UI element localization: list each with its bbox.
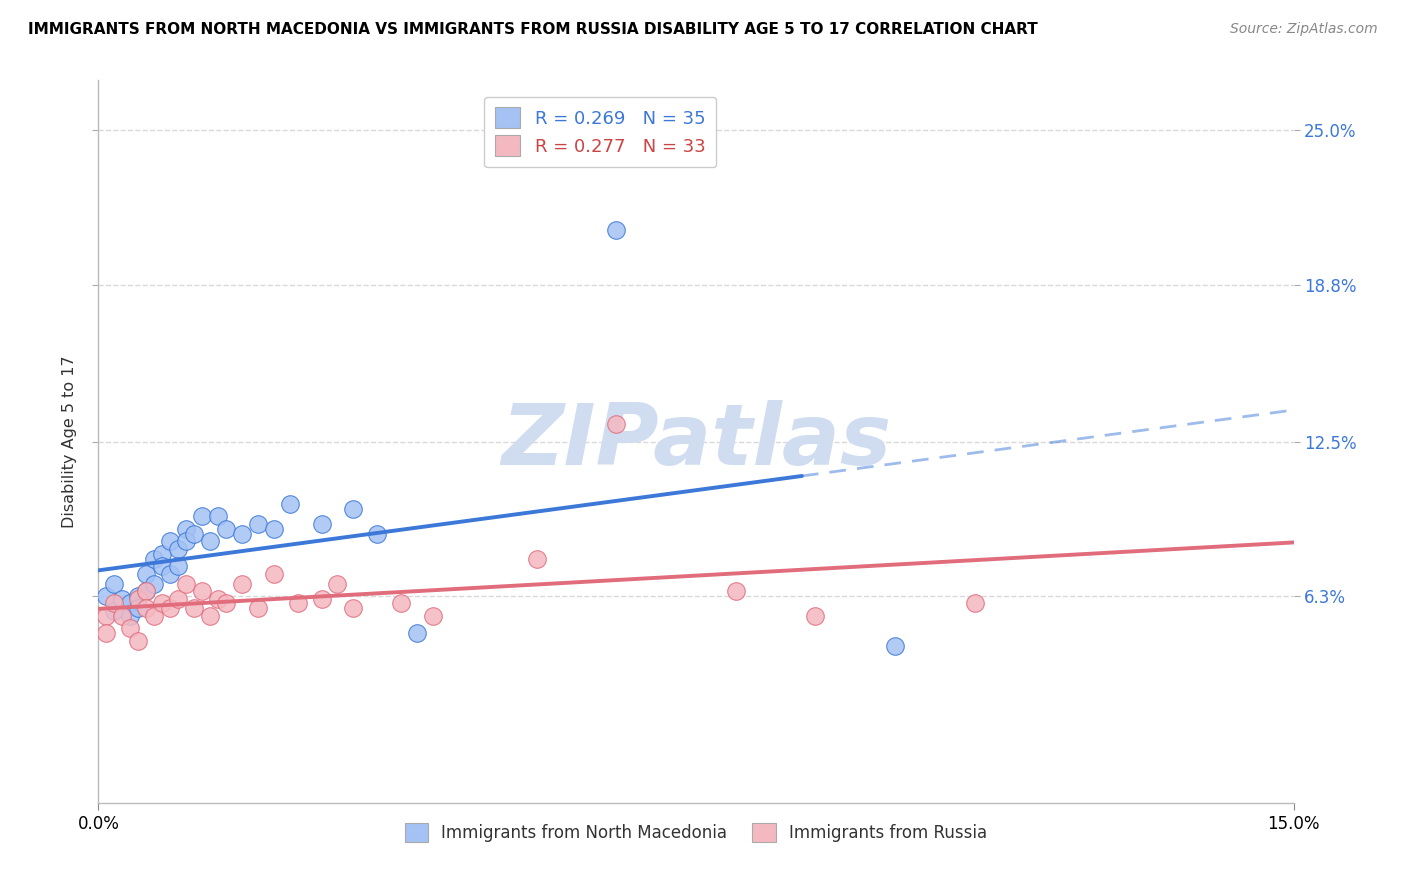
Point: [342, 601, 364, 615]
Point: [96, 589, 118, 603]
Point: [103, 576, 125, 591]
Point: [103, 597, 125, 611]
Point: [198, 609, 221, 624]
Legend: Immigrants from North Macedonia, Immigrants from Russia: Immigrants from North Macedonia, Immigra…: [398, 816, 994, 848]
Point: [311, 516, 333, 531]
Point: [311, 591, 333, 606]
Point: [231, 576, 253, 591]
Point: [127, 589, 149, 603]
Point: [159, 534, 181, 549]
Point: [159, 566, 181, 581]
Point: [526, 551, 548, 566]
Point: [183, 526, 205, 541]
Text: ZIPatlas: ZIPatlas: [501, 400, 891, 483]
Y-axis label: Disability Age 5 to 17: Disability Age 5 to 17: [62, 355, 77, 528]
Point: [191, 509, 214, 524]
Point: [804, 609, 827, 624]
Point: [150, 559, 173, 574]
Point: [174, 522, 197, 536]
Point: [150, 597, 173, 611]
Point: [135, 584, 157, 599]
Point: [246, 516, 269, 531]
Point: [963, 597, 986, 611]
Point: [724, 584, 747, 599]
Point: [191, 584, 214, 599]
Point: [167, 559, 190, 574]
Point: [150, 547, 173, 561]
Point: [135, 584, 157, 599]
Point: [143, 609, 166, 624]
Point: [215, 597, 238, 611]
Point: [120, 597, 142, 611]
Point: [215, 522, 238, 536]
Point: [366, 526, 388, 541]
Point: [167, 591, 190, 606]
Point: [96, 626, 118, 640]
Point: [231, 526, 253, 541]
Point: [103, 604, 125, 618]
Point: [111, 591, 134, 606]
Point: [207, 591, 229, 606]
Point: [263, 522, 285, 536]
Text: IMMIGRANTS FROM NORTH MACEDONIA VS IMMIGRANTS FROM RUSSIA DISABILITY AGE 5 TO 17: IMMIGRANTS FROM NORTH MACEDONIA VS IMMIG…: [28, 22, 1038, 37]
Point: [111, 609, 134, 624]
Point: [127, 633, 149, 648]
Point: [120, 621, 142, 635]
Point: [183, 601, 205, 615]
Point: [326, 576, 349, 591]
Point: [174, 534, 197, 549]
Point: [127, 601, 149, 615]
Point: [287, 597, 309, 611]
Point: [167, 541, 190, 556]
Point: [605, 417, 627, 431]
Point: [605, 223, 627, 237]
Point: [159, 601, 181, 615]
Point: [389, 597, 412, 611]
Point: [135, 566, 157, 581]
Point: [342, 501, 364, 516]
Point: [884, 639, 907, 653]
Point: [198, 534, 221, 549]
Point: [127, 591, 149, 606]
Point: [174, 576, 197, 591]
Point: [143, 551, 166, 566]
Point: [120, 609, 142, 624]
Point: [143, 576, 166, 591]
Point: [406, 626, 429, 640]
Point: [207, 509, 229, 524]
Point: [422, 609, 444, 624]
Point: [263, 566, 285, 581]
Text: Source: ZipAtlas.com: Source: ZipAtlas.com: [1230, 22, 1378, 37]
Point: [135, 601, 157, 615]
Point: [246, 601, 269, 615]
Point: [278, 497, 301, 511]
Point: [96, 609, 118, 624]
